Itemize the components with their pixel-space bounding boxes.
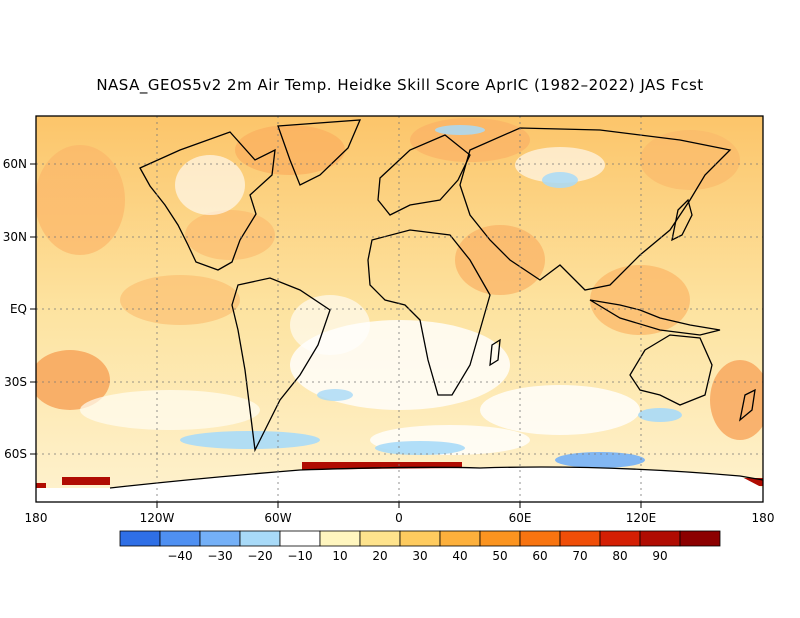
colorbar-label: 50 [492, 549, 507, 563]
lon-tick-0: 0 [395, 511, 403, 525]
colorbar-label: −20 [247, 549, 272, 563]
colorbar-label: −10 [287, 549, 312, 563]
colorbar-swatch [239, 530, 281, 547]
lon-tick-60e: 60E [509, 511, 532, 525]
lon-tick-180w: 180 [25, 511, 48, 525]
lon-tick-120e: 120E [626, 511, 657, 525]
colorbar-label: −40 [167, 549, 192, 563]
colorbar-swatch [519, 530, 561, 547]
lat-tick-30s: 30S [4, 375, 27, 389]
lat-tick-60n: 60N [3, 157, 27, 171]
colorbar-label: 70 [572, 549, 587, 563]
skill-field [36, 116, 763, 502]
lon-tick-60w: 60W [264, 511, 291, 525]
colorbar-swatch [119, 530, 161, 547]
coastlines [109, 119, 763, 489]
colorbar-label: −30 [207, 549, 232, 563]
colorbar-label: 80 [612, 549, 627, 563]
colorbar-swatch [559, 530, 601, 547]
colorbar-label: 40 [452, 549, 467, 563]
warm-skill-regions [36, 118, 763, 440]
lat-axis: 60N 30N EQ 30S 60S [3, 157, 36, 461]
graticule [36, 116, 763, 502]
negative-skill-regions [180, 125, 682, 468]
colorbar-swatch [439, 530, 481, 547]
lat-tick-30n: 30N [3, 230, 27, 244]
colorbar-label: 10 [332, 549, 347, 563]
neutral-skill-regions [80, 147, 640, 455]
colorbar-label: 20 [372, 549, 387, 563]
colorbar-swatch [279, 530, 321, 547]
colorbar: −40 −30 −20 −10 10 20 30 40 50 60 70 80 90 [119, 530, 721, 563]
lon-tick-120w: 120W [140, 511, 175, 525]
antarctic-high-skill-band [36, 462, 763, 502]
colorbar-swatch [159, 530, 201, 547]
colorbar-swatch [479, 530, 521, 547]
lon-axis: 180 120W 60W 0 60E 120E 180 [25, 502, 775, 525]
colorbar-swatch [599, 530, 641, 547]
colorbar-swatch [199, 530, 241, 547]
colorbar-label: 60 [532, 549, 547, 563]
lat-tick-60s: 60S [4, 447, 27, 461]
lon-tick-180e: 180 [752, 511, 775, 525]
colorbar-label: 90 [652, 549, 667, 563]
colorbar-swatch [319, 530, 361, 547]
lat-tick-eq: EQ [10, 302, 27, 316]
colorbar-swatch [359, 530, 401, 547]
colorbar-swatch [399, 530, 441, 547]
colorbar-label: 30 [412, 549, 427, 563]
colorbar-swatch [679, 530, 721, 547]
colorbar-swatch [639, 530, 681, 547]
map-title: NASA_GEOS5v2 2m Air Temp. Heidke Skill S… [96, 76, 704, 94]
